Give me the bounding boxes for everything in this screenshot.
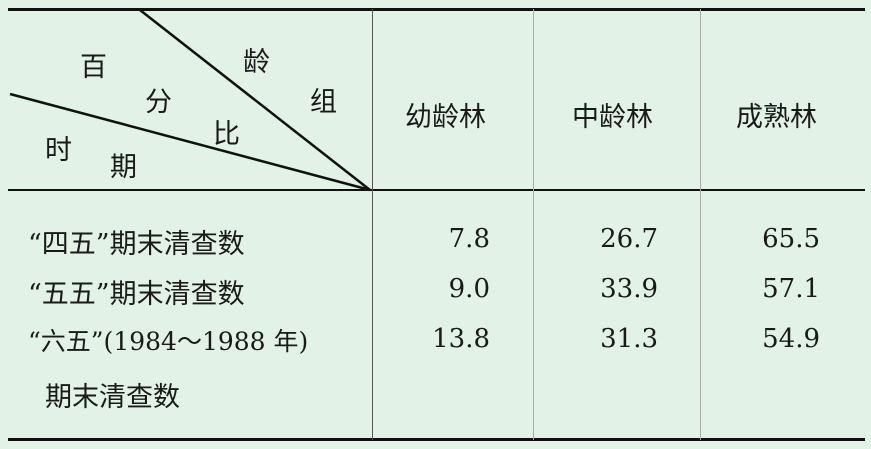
corner-label: 龄 [243, 47, 270, 78]
corner-label: 期 [110, 152, 137, 183]
row-label-continued: 期末清查数 [45, 382, 180, 413]
corner-label: 时 [45, 135, 72, 166]
column-header: 中龄林 [572, 102, 653, 133]
column-divider [533, 9, 534, 440]
header-rule [8, 189, 865, 191]
cell: 7.8 [448, 224, 490, 254]
corner-label: 分 [145, 87, 172, 118]
row-label: “六五”(1984～1988 年) [28, 327, 309, 356]
cell: 31.3 [600, 324, 658, 354]
row-label: “四五”期末清查数 [28, 229, 245, 260]
column-divider [700, 9, 701, 440]
column-divider [372, 9, 373, 440]
column-header: 成熟林 [736, 102, 817, 133]
column-header: 幼龄林 [405, 102, 486, 133]
cell: 33.9 [600, 274, 658, 304]
cell: 54.9 [762, 324, 820, 354]
cell: 26.7 [600, 224, 658, 254]
bottom-rule [8, 438, 865, 441]
cell: 57.1 [762, 274, 820, 304]
top-rule [8, 8, 865, 11]
cell: 65.5 [762, 224, 820, 254]
cell: 9.0 [448, 274, 490, 304]
row-label: “五五”期末清查数 [28, 279, 245, 310]
corner-label: 比 [213, 119, 240, 150]
corner-label: 百 [80, 52, 107, 83]
corner-label: 组 [310, 87, 337, 118]
cell: 13.8 [432, 324, 490, 354]
